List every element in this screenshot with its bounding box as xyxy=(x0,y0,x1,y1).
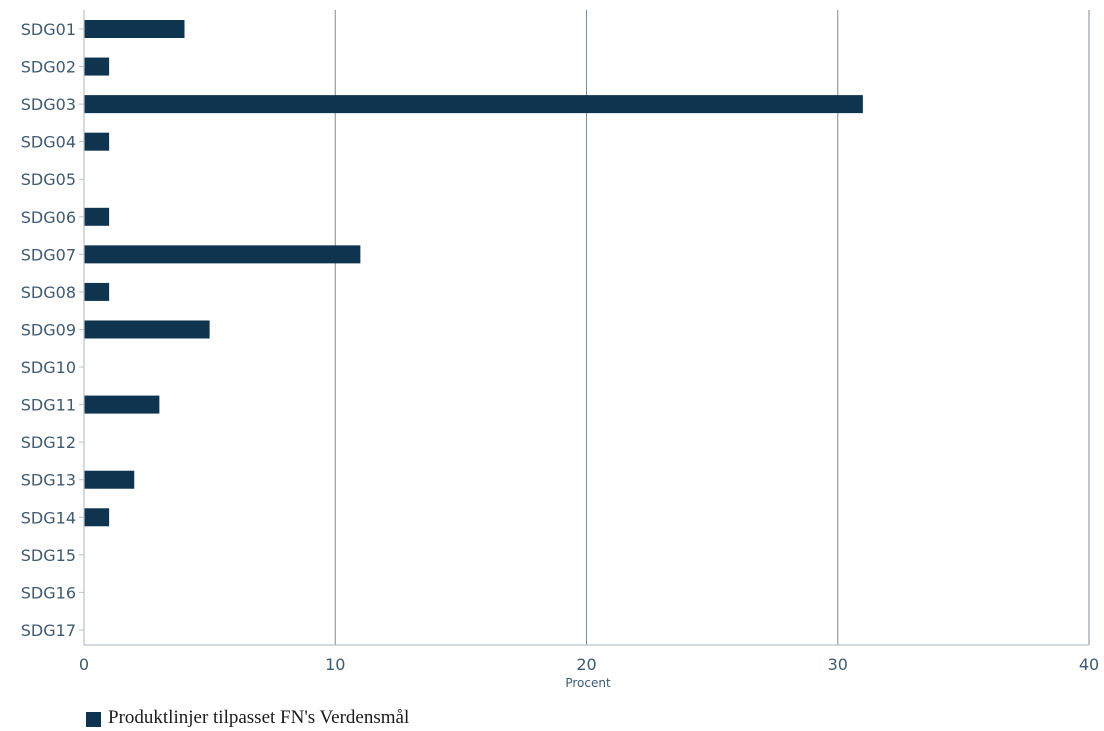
x-tick-label: 30 xyxy=(828,655,848,674)
legend-swatch xyxy=(86,712,101,727)
bar-sdg14 xyxy=(84,508,110,527)
tick-labels: 0 10 20 30 40 SDG01 SDG02 SDG03 SDG04 SDG05 SDG06 S… xyxy=(21,20,1099,674)
y-tick-label: SDG15 xyxy=(21,546,76,565)
gridlines xyxy=(334,10,1090,645)
y-tick-label: SDG05 xyxy=(21,170,76,189)
x-tick-label: 20 xyxy=(576,655,596,674)
y-tick-label: SDG08 xyxy=(21,283,76,302)
y-tick-label: SDG03 xyxy=(21,95,76,114)
y-tick-label: SDG17 xyxy=(21,621,76,640)
bar-chart: 0 10 20 30 40 SDG01 SDG02 SDG03 SDG04 SDG05 SDG06 S… xyxy=(21,10,1099,690)
bar-sdg07 xyxy=(84,245,361,264)
bar-sdg09 xyxy=(84,320,210,339)
y-tick-label: SDG07 xyxy=(21,245,76,264)
y-tick-label: SDG11 xyxy=(21,396,76,415)
y-tick-label: SDG06 xyxy=(21,208,76,227)
legend: Produktlinjer tilpasset FN's Verdensmål xyxy=(86,707,409,729)
y-tick-label: SDG10 xyxy=(21,358,76,377)
x-tick-label: 0 xyxy=(79,655,89,674)
y-tick-label: SDG04 xyxy=(21,133,76,152)
bar-sdg03 xyxy=(84,95,863,114)
bar-sdg06 xyxy=(84,207,110,226)
y-tick-label: SDG09 xyxy=(21,320,76,339)
legend-label: Produktlinjer tilpasset FN's Verdensmål xyxy=(108,707,410,728)
x-tick-label: 40 xyxy=(1079,655,1099,674)
bar-sdg04 xyxy=(84,132,110,151)
y-tick-label: SDG02 xyxy=(21,58,76,77)
bar-sdg08 xyxy=(84,282,110,301)
bar-sdg02 xyxy=(84,57,110,76)
bars xyxy=(84,20,863,527)
y-tick-label: SDG14 xyxy=(21,508,76,527)
y-tick-label: SDG12 xyxy=(21,433,76,452)
x-axis-title: Procent xyxy=(565,676,611,690)
y-tick-label: SDG13 xyxy=(21,471,76,490)
y-tick-label: SDG01 xyxy=(21,20,76,39)
y-tick-label: SDG16 xyxy=(21,583,76,602)
axes xyxy=(79,10,1089,646)
bar-sdg13 xyxy=(84,470,135,489)
x-tick-label: 10 xyxy=(325,655,345,674)
bar-sdg01 xyxy=(84,20,185,38)
bar-sdg11 xyxy=(84,395,160,414)
